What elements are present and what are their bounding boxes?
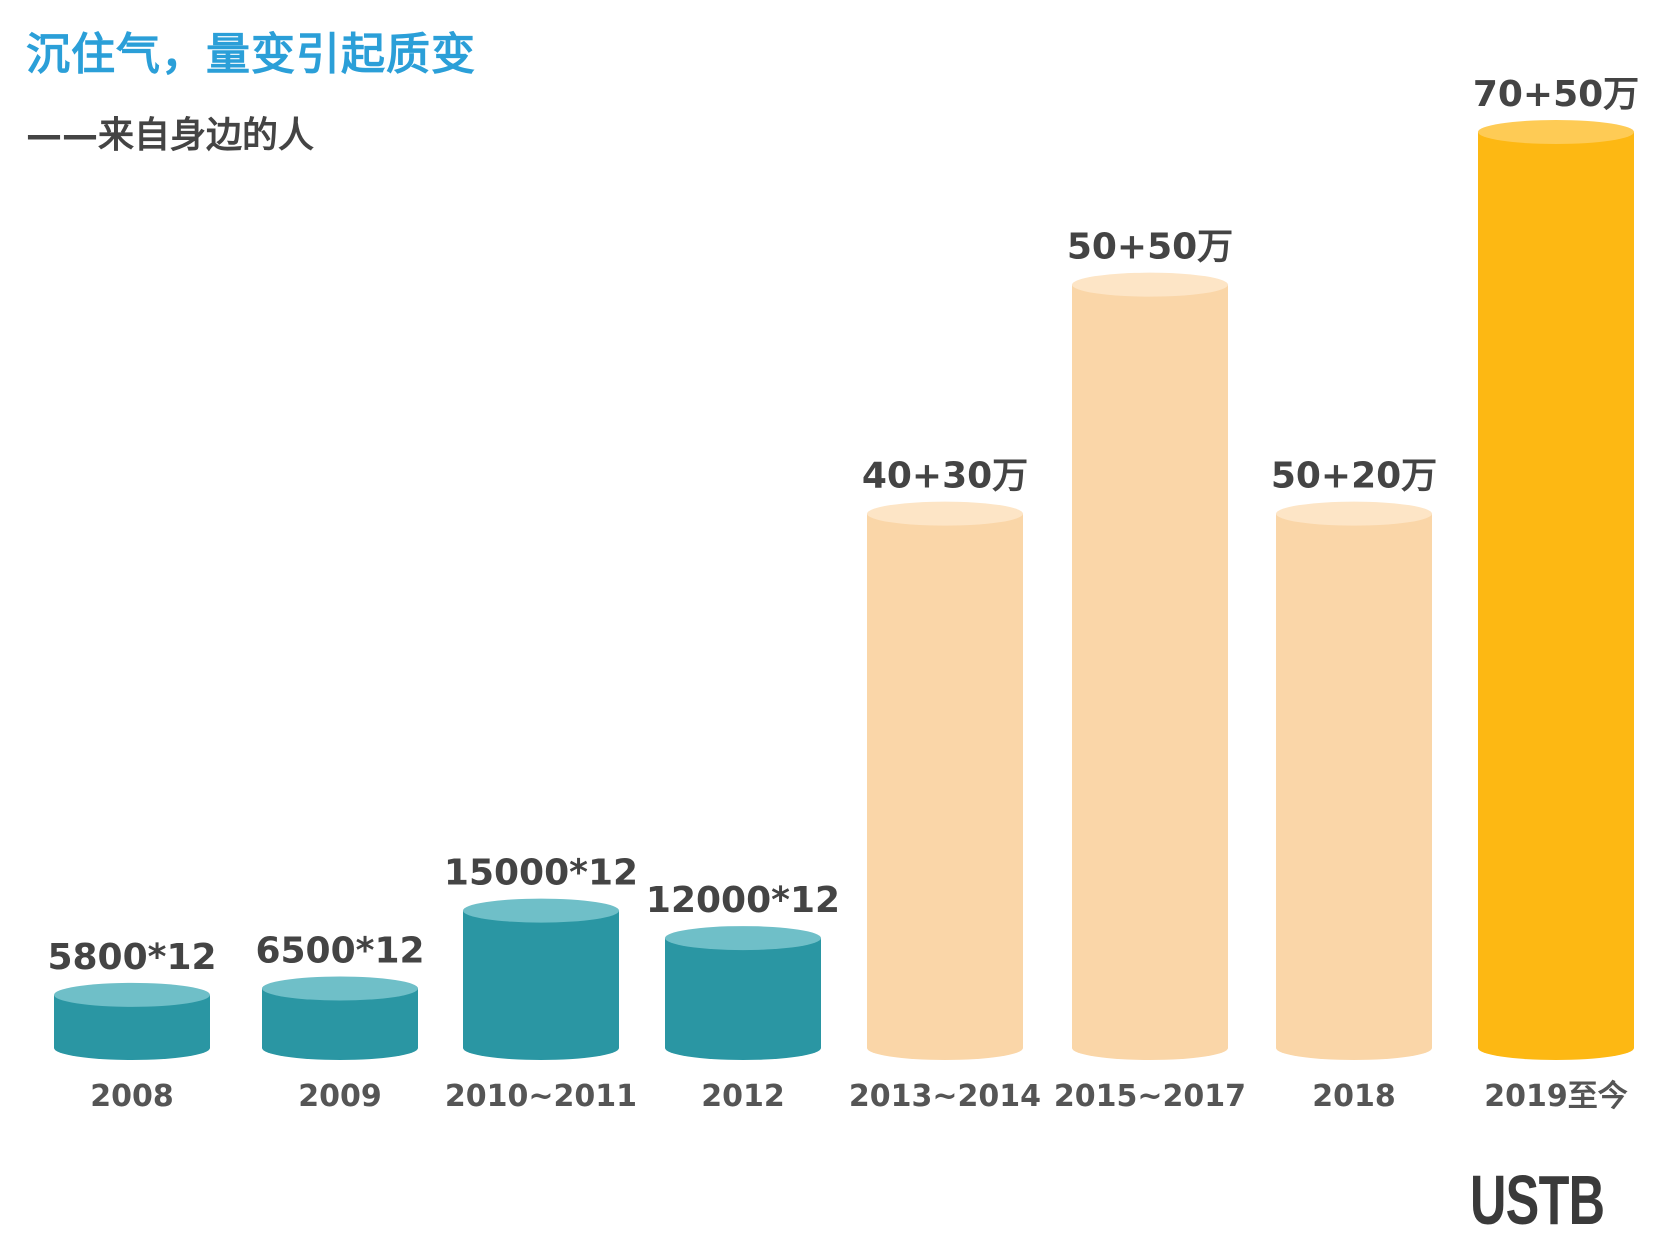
bar-6 — [1276, 513, 1432, 1060]
bar-top-4 — [867, 501, 1023, 526]
bar-5 — [1072, 284, 1228, 1061]
data-label-2: 15000*12 — [444, 853, 638, 894]
category-label-6: 2018 — [1312, 1079, 1396, 1114]
bar-top-3 — [665, 926, 821, 951]
category-label-4: 2013~2014 — [849, 1079, 1041, 1114]
bar-4 — [867, 513, 1023, 1060]
bar-2 — [463, 910, 619, 1060]
bar-top-5 — [1072, 272, 1228, 297]
chart-subtitle: ——来自身边的人 — [26, 115, 315, 156]
bar-0 — [54, 994, 210, 1060]
data-label-7: 70+50万 — [1473, 74, 1639, 115]
category-label-1: 2009 — [298, 1079, 382, 1114]
bar-top-1 — [262, 976, 418, 1001]
bar-top-0 — [54, 982, 210, 1007]
category-label-3: 2012 — [701, 1079, 785, 1114]
data-label-5: 50+50万 — [1067, 227, 1233, 268]
category-label-0: 2008 — [90, 1079, 174, 1114]
bar-7 — [1478, 132, 1634, 1060]
watermark-logo: USTB — [1470, 1161, 1605, 1239]
data-label-4: 40+30万 — [862, 456, 1028, 497]
data-label-0: 5800*12 — [47, 937, 216, 978]
bar-1 — [262, 988, 418, 1060]
bar-top-2 — [463, 898, 619, 923]
category-label-5: 2015~2017 — [1054, 1079, 1246, 1114]
category-label-2: 2010~2011 — [445, 1079, 637, 1114]
chart-title: 沉住气，量变引起质变 — [26, 29, 476, 80]
data-label-6: 50+20万 — [1271, 456, 1437, 497]
bar-top-7 — [1478, 120, 1634, 144]
bar-3 — [665, 938, 821, 1060]
category-label-7: 2019至今 — [1484, 1079, 1628, 1114]
data-label-3: 12000*12 — [646, 880, 840, 921]
bar-top-6 — [1276, 501, 1432, 526]
data-label-1: 6500*12 — [255, 930, 424, 971]
